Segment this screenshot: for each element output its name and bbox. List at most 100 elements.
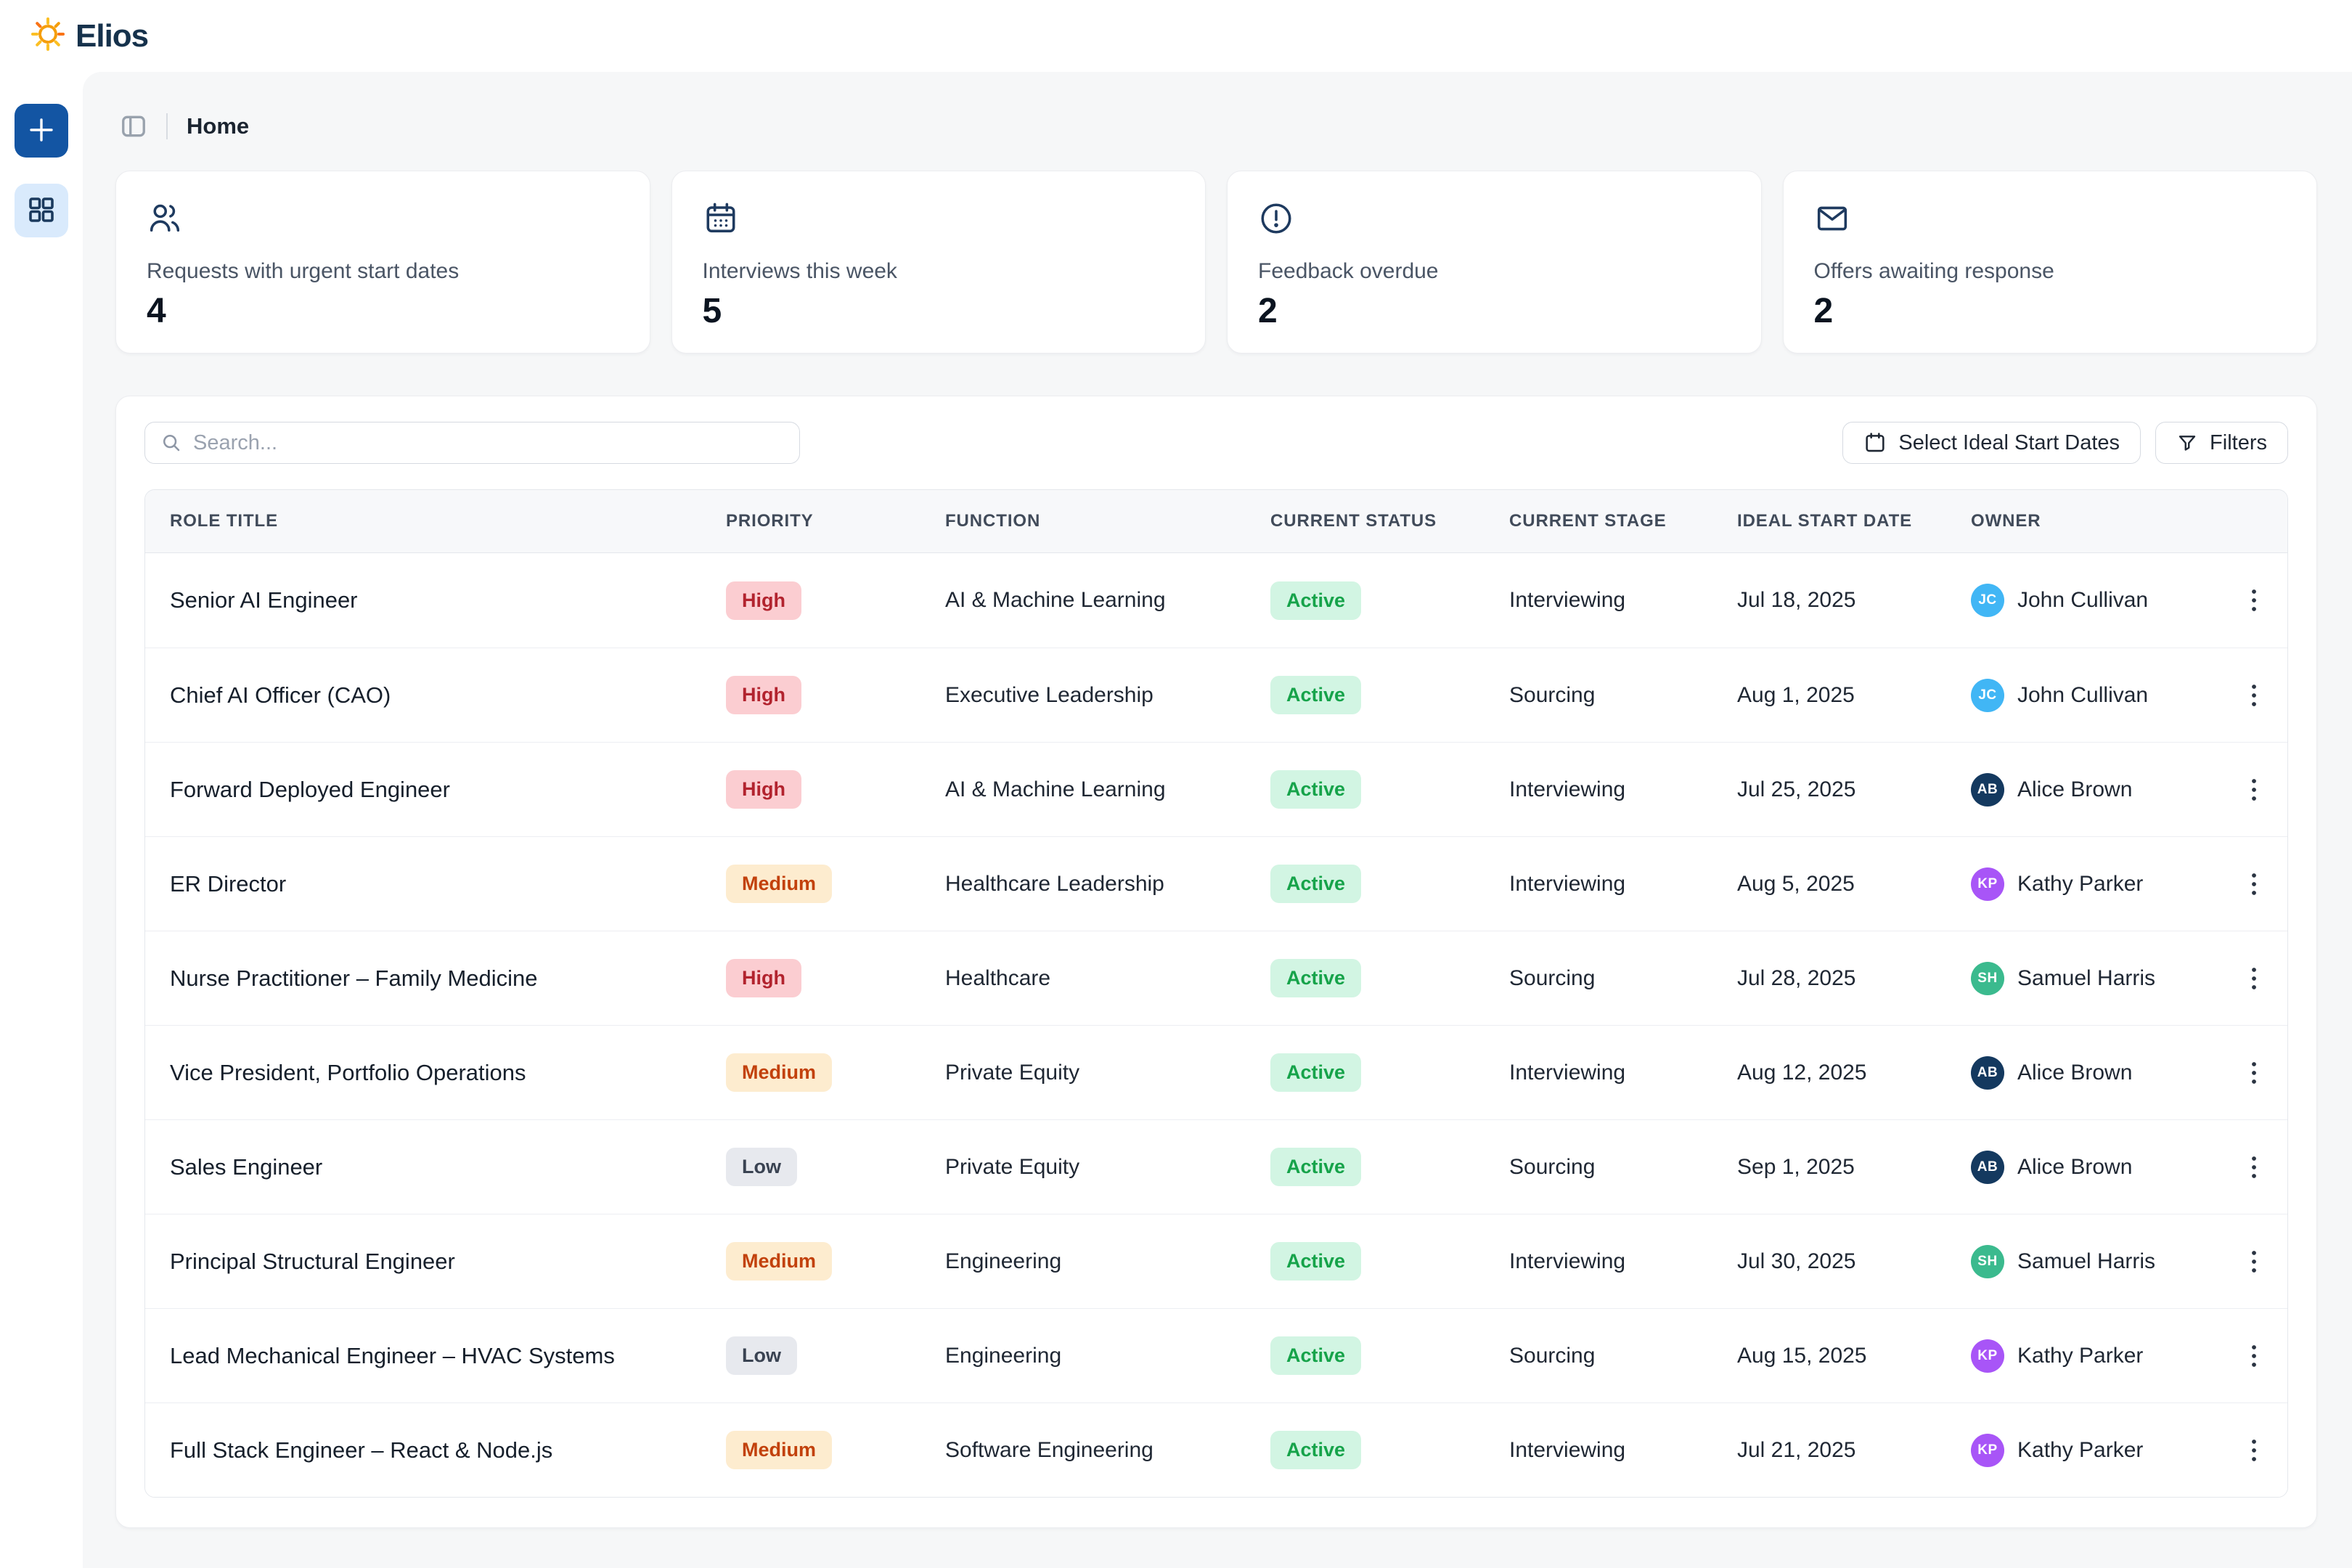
priority-badge: Low <box>726 1148 797 1186</box>
avatar: KP <box>1971 867 2004 901</box>
current-stage-cell: Interviewing <box>1509 777 1737 802</box>
ideal-start-date-cell: Sep 1, 2025 <box>1737 1155 1971 1180</box>
table-row: Lead Mechanical Engineer – HVAC SystemsL… <box>145 1308 2287 1402</box>
dashboard-nav-button[interactable] <box>15 184 68 237</box>
avatar: JC <box>1971 679 2004 712</box>
status-badge: Active <box>1270 676 1361 714</box>
row-menu-button[interactable] <box>2221 681 2287 710</box>
priority-cell: Medium <box>726 1053 945 1092</box>
filters-button[interactable]: Filters <box>2155 422 2288 464</box>
current-stage-cell: Interviewing <box>1509 588 1737 613</box>
sun-logo-icon <box>30 17 65 55</box>
create-new-button[interactable] <box>15 104 68 158</box>
role-title-cell: Full Stack Engineer – React & Node.js <box>145 1437 726 1463</box>
owner-name: Kathy Parker <box>2017 1438 2143 1463</box>
status-cell: Active <box>1270 1431 1509 1469</box>
row-menu-button[interactable] <box>2221 1153 2287 1182</box>
panel-toggle-icon[interactable] <box>120 113 147 140</box>
row-menu-button[interactable] <box>2221 775 2287 804</box>
row-menu-button[interactable] <box>2221 1058 2287 1087</box>
priority-badge: Medium <box>726 1242 832 1281</box>
function-cell: Healthcare Leadership <box>945 872 1270 897</box>
table-row: Full Stack Engineer – React & Node.jsMed… <box>145 1402 2287 1497</box>
function-cell: Private Equity <box>945 1061 1270 1085</box>
ideal-start-date-cell: Aug 12, 2025 <box>1737 1061 1971 1085</box>
current-stage-cell: Sourcing <box>1509 966 1737 991</box>
avatar: AB <box>1971 1056 2004 1090</box>
row-menu-button[interactable] <box>2221 586 2287 615</box>
row-menu-button[interactable] <box>2221 964 2287 993</box>
table-header-row: Role TitlePriorityFunctionCurrent Status… <box>145 490 2287 553</box>
table-row: ER DirectorMediumHealthcare LeadershipAc… <box>145 836 2287 931</box>
priority-cell: High <box>726 581 945 620</box>
main-content: Home Requests with urgent start dates 4 <box>83 72 2352 1568</box>
ideal-start-date-cell: Aug 15, 2025 <box>1737 1344 1971 1368</box>
status-badge: Active <box>1270 1431 1361 1469</box>
stat-label: Requests with urgent start dates <box>147 259 619 284</box>
row-menu-button[interactable] <box>2221 870 2287 899</box>
ideal-start-date-cell: Jul 18, 2025 <box>1737 588 1971 613</box>
status-cell: Active <box>1270 865 1509 903</box>
owner-name: Alice Brown <box>2017 777 2132 802</box>
current-stage-cell: Sourcing <box>1509 1344 1737 1368</box>
status-cell: Active <box>1270 770 1509 809</box>
status-cell: Active <box>1270 1053 1509 1092</box>
kebab-menu-icon <box>2249 586 2259 615</box>
avatar: KP <box>1971 1434 2004 1467</box>
table-toolbar: Select Ideal Start Dates Filters <box>144 422 2288 464</box>
function-cell: Software Engineering <box>945 1438 1270 1463</box>
status-cell: Active <box>1270 1148 1509 1186</box>
stat-cards: Requests with urgent start dates 4 <box>115 171 2317 354</box>
table-row: Senior AI EngineerHighAI & Machine Learn… <box>145 553 2287 648</box>
page-title: Home <box>187 113 249 139</box>
status-badge: Active <box>1270 1148 1361 1186</box>
stat-card-interviews: Interviews this week 5 <box>671 171 1206 354</box>
column-header-ideal-start-date: Ideal Start Date <box>1737 511 1971 531</box>
current-stage-cell: Interviewing <box>1509 872 1737 897</box>
current-stage-cell: Sourcing <box>1509 1155 1737 1180</box>
search-input[interactable] <box>144 422 800 464</box>
status-badge: Active <box>1270 865 1361 903</box>
column-header-owner: Owner <box>1971 511 2221 531</box>
priority-badge: Medium <box>726 1053 832 1092</box>
owner-name: Samuel Harris <box>2017 1249 2155 1274</box>
ideal-start-date-cell: Jul 28, 2025 <box>1737 966 1971 991</box>
table-row: Nurse Practitioner – Family MedicineHigh… <box>145 931 2287 1025</box>
calendar-icon <box>1863 431 1887 454</box>
status-cell: Active <box>1270 1242 1509 1281</box>
kebab-menu-icon <box>2249 1247 2259 1276</box>
role-title-cell: Forward Deployed Engineer <box>145 777 726 803</box>
owner-cell: JCJohn Cullivan <box>1971 679 2221 712</box>
breadcrumb-divider <box>166 113 168 139</box>
owner-cell: ABAlice Brown <box>1971 1151 2221 1184</box>
owner-cell: KPKathy Parker <box>1971 867 2221 901</box>
table-row: Sales EngineerLowPrivate EquityActiveSou… <box>145 1119 2287 1214</box>
avatar: JC <box>1971 584 2004 617</box>
avatar: SH <box>1971 1245 2004 1278</box>
requests-table-card: Select Ideal Start Dates Filters Role Ti… <box>115 396 2317 1528</box>
stat-label: Feedback overdue <box>1258 259 1731 284</box>
status-badge: Active <box>1270 1242 1361 1281</box>
role-title-cell: Vice President, Portfolio Operations <box>145 1060 726 1086</box>
owner-cell: KPKathy Parker <box>1971 1339 2221 1373</box>
row-menu-button[interactable] <box>2221 1436 2287 1465</box>
owner-name: John Cullivan <box>2017 588 2148 613</box>
select-ideal-start-dates-button[interactable]: Select Ideal Start Dates <box>1842 422 2141 464</box>
ideal-start-date-cell: Jul 30, 2025 <box>1737 1249 1971 1274</box>
row-menu-button[interactable] <box>2221 1247 2287 1276</box>
row-menu-button[interactable] <box>2221 1342 2287 1371</box>
role-title-cell: Sales Engineer <box>145 1154 726 1180</box>
column-header-role-title: Role Title <box>145 511 726 531</box>
owner-name: Alice Brown <box>2017 1155 2132 1180</box>
priority-badge: High <box>726 959 801 997</box>
kebab-menu-icon <box>2249 964 2259 993</box>
stat-value: 4 <box>147 291 619 331</box>
users-icon <box>147 227 183 240</box>
kebab-menu-icon <box>2249 1436 2259 1465</box>
kebab-menu-icon <box>2249 681 2259 710</box>
avatar: AB <box>1971 773 2004 807</box>
priority-badge: Medium <box>726 865 832 903</box>
filter-funnel-icon <box>2176 432 2198 454</box>
status-cell: Active <box>1270 959 1509 997</box>
role-title-cell: Lead Mechanical Engineer – HVAC Systems <box>145 1343 726 1369</box>
